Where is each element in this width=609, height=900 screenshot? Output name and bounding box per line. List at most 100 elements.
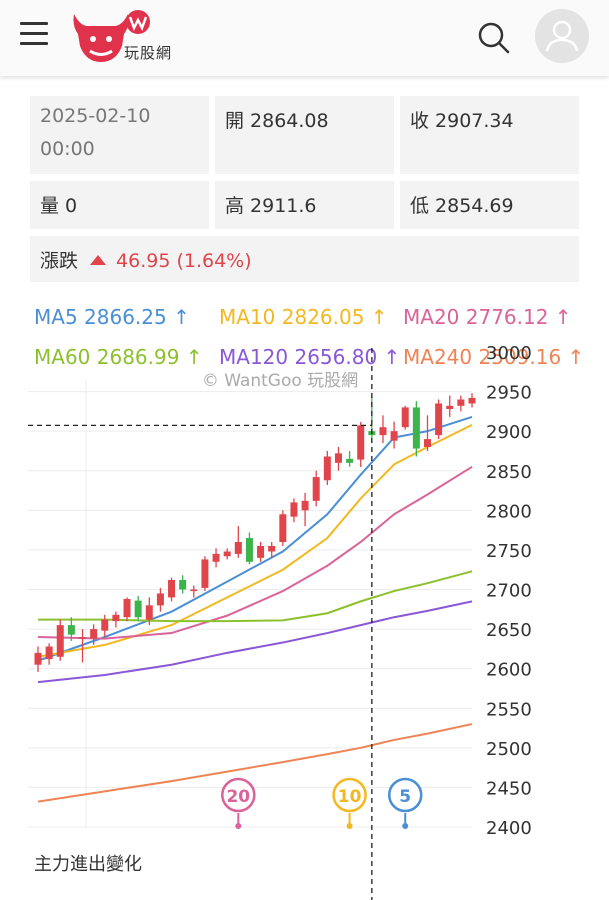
change-label: 漲跌	[40, 250, 79, 272]
ma-line-ma60	[38, 570, 473, 623]
watermark-text: © WantGoo 玩股網	[202, 371, 358, 391]
volume-label: 量	[40, 195, 60, 217]
candle-body	[468, 397, 476, 404]
open-label: 開	[225, 110, 245, 132]
candle-body	[90, 629, 98, 639]
ma20-legend: MA20 2776.12 ↑	[403, 305, 572, 329]
open-cell: 開 2864.08	[215, 96, 394, 174]
candle-body	[268, 545, 276, 552]
y-tick-label: 2650	[486, 620, 532, 641]
high-cell: 高 2911.6	[215, 181, 394, 229]
marker-label: 5	[399, 787, 411, 807]
candle-body	[34, 652, 42, 665]
high-value: 2911.6	[250, 195, 317, 217]
marker-dot	[235, 823, 242, 829]
low-label: 低	[410, 195, 430, 217]
app-header: 玩股網	[0, 0, 609, 76]
y-tick-label: 2400	[486, 818, 532, 839]
logo-text: 玩股網	[124, 44, 173, 62]
candle-body	[101, 619, 109, 631]
candle-body	[45, 646, 53, 660]
section-title: 主力進出變化	[34, 854, 142, 875]
date-text: 2025-02-10	[40, 105, 151, 127]
candle-body	[446, 405, 454, 409]
candle-body	[412, 407, 420, 449]
low-value: 2854.69	[435, 195, 514, 217]
candle-body	[79, 637, 87, 639]
ma60-legend: MA60 2686.99 ↑	[34, 345, 203, 369]
candle-body	[390, 431, 398, 441]
candle-body	[123, 599, 131, 618]
candle-body	[423, 439, 431, 447]
y-tick-label: 2850	[486, 462, 532, 483]
up-triangle-icon	[90, 255, 107, 265]
volume-value: 0	[65, 195, 78, 217]
change-cell: 漲跌 46.95 (1.64%)	[30, 236, 579, 282]
candlestick-chart[interactable]: © WantGoo 玩股網 2400 2450 2500 2550 2600 2650 270…	[0, 340, 609, 900]
candle-body	[357, 425, 365, 460]
candle-body	[156, 593, 164, 606]
marker-circle	[387, 777, 423, 813]
candle-body	[234, 542, 242, 554]
y-tick-label: 2900	[486, 422, 532, 443]
avatar[interactable]	[535, 9, 589, 63]
change-value: 46.95 (1.64%)	[116, 250, 252, 272]
candle-body	[435, 403, 443, 436]
y-tick-label: 2550	[486, 699, 532, 720]
candle-body	[379, 427, 387, 436]
candle-body	[179, 580, 187, 590]
candle-body	[312, 477, 320, 501]
candle-body	[301, 500, 309, 511]
open-value: 2864.08	[250, 110, 329, 132]
candle-body	[190, 589, 198, 592]
time-text: 00:00	[40, 138, 95, 160]
y-tick-label: 2600	[486, 660, 532, 681]
marker-circle	[332, 777, 367, 813]
high-label: 高	[225, 195, 245, 217]
candle-body	[145, 605, 153, 620]
y-tick-label: 3000	[486, 343, 532, 364]
ma-line-ma5	[37, 415, 473, 662]
marker-circle	[221, 777, 256, 813]
ma120-legend: MA120 2656.80 ↑	[219, 345, 401, 369]
candle-body	[401, 407, 409, 428]
candle-body	[323, 456, 331, 481]
marker-label: 20	[226, 787, 250, 807]
ma-line-ma120	[37, 600, 473, 684]
ma240-legend: MA240 2509.16 ↑	[403, 345, 585, 369]
y-tick-label: 2700	[486, 581, 532, 602]
ma5-legend: MA5 2866.25 ↑	[34, 305, 190, 329]
ma-line-ma240	[37, 723, 473, 803]
candle-body	[201, 559, 209, 588]
candle-body	[67, 625, 75, 635]
y-tick-label: 2750	[486, 541, 532, 562]
y-tick-label: 2500	[486, 739, 532, 760]
candle-body	[457, 399, 465, 406]
close-cell: 收 2907.34	[400, 96, 579, 174]
candle-body	[245, 538, 253, 562]
y-tick-label: 2450	[486, 778, 532, 799]
candle-body	[279, 514, 287, 542]
low-cell: 低 2854.69	[400, 181, 579, 229]
y-tick-label: 2800	[486, 501, 532, 522]
candle-body	[212, 553, 220, 562]
ma-line-ma20	[37, 465, 473, 640]
candle-body	[290, 502, 298, 517]
menu-icon[interactable]	[20, 22, 48, 46]
candle-body	[346, 458, 354, 463]
bull-logo-icon[interactable]	[66, 8, 186, 66]
y-tick-label: 2950	[486, 383, 532, 404]
marker-dot	[346, 823, 353, 829]
close-value: 2907.34	[435, 110, 514, 132]
candle-body	[134, 600, 142, 618]
marker-label: 10	[338, 787, 362, 807]
close-label: 收	[410, 110, 430, 132]
candle-body	[257, 545, 265, 558]
ma10-legend: MA10 2826.05 ↑	[219, 305, 388, 329]
candle-body	[112, 614, 120, 622]
search-icon[interactable]	[476, 20, 512, 56]
candle-body	[223, 551, 231, 557]
user-icon	[545, 20, 579, 52]
marker-dot	[402, 823, 409, 829]
